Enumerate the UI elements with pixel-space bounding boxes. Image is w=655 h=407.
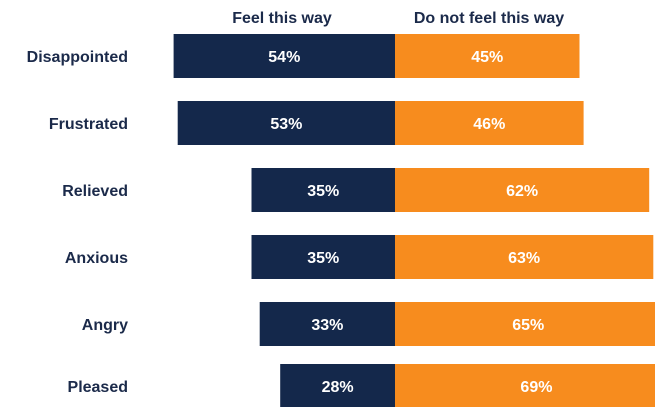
bar-not-feel-disappointed xyxy=(395,34,580,78)
chart-rows: Disappointed 54% 45% Frustrated 53% 46% Reliev… xyxy=(27,34,655,407)
category-label-anxious: Anxious xyxy=(65,250,128,267)
header-not-feel: Do not feel this way xyxy=(414,10,564,27)
row-anxious: Anxious 35% 63% xyxy=(65,235,654,279)
bar-not-feel-pleased xyxy=(395,364,655,407)
category-label-frustrated: Frustrated xyxy=(49,116,128,133)
row-frustrated: Frustrated 53% 46% xyxy=(49,101,584,145)
value-label-not-feel-disappointed: 45% xyxy=(471,49,503,66)
row-pleased: Pleased 28% 69% xyxy=(68,364,655,407)
value-label-feel-relieved: 35% xyxy=(307,183,339,200)
row-relieved: Relieved 35% 62% xyxy=(62,168,650,212)
bar-feel-pleased xyxy=(280,364,395,407)
category-label-angry: Angry xyxy=(82,317,128,334)
category-label-pleased: Pleased xyxy=(68,379,128,396)
bar-not-feel-relieved xyxy=(395,168,650,212)
bar-feel-angry xyxy=(259,302,395,346)
bar-feel-disappointed xyxy=(173,34,395,78)
value-label-not-feel-frustrated: 46% xyxy=(473,116,505,133)
value-label-feel-frustrated: 53% xyxy=(270,116,302,133)
value-label-not-feel-relieved: 62% xyxy=(506,183,538,200)
category-label-disappointed: Disappointed xyxy=(27,49,128,66)
row-angry: Angry 33% 65% xyxy=(82,302,655,346)
value-label-feel-angry: 33% xyxy=(311,317,343,334)
bar-feel-anxious xyxy=(251,235,395,279)
value-label-not-feel-angry: 65% xyxy=(512,317,544,334)
header-feel: Feel this way xyxy=(232,10,332,27)
value-label-not-feel-pleased: 69% xyxy=(520,379,552,396)
row-disappointed: Disappointed 54% 45% xyxy=(27,34,580,78)
value-label-feel-pleased: 28% xyxy=(322,379,354,396)
bar-not-feel-anxious xyxy=(395,235,654,279)
bar-not-feel-angry xyxy=(395,302,655,346)
value-label-not-feel-anxious: 63% xyxy=(508,250,540,267)
bar-feel-relieved xyxy=(251,168,395,212)
value-label-feel-anxious: 35% xyxy=(307,250,339,267)
category-label-relieved: Relieved xyxy=(62,183,128,200)
bar-feel-frustrated xyxy=(177,101,395,145)
value-label-feel-disappointed: 54% xyxy=(268,49,300,66)
bar-not-feel-frustrated xyxy=(395,101,584,145)
